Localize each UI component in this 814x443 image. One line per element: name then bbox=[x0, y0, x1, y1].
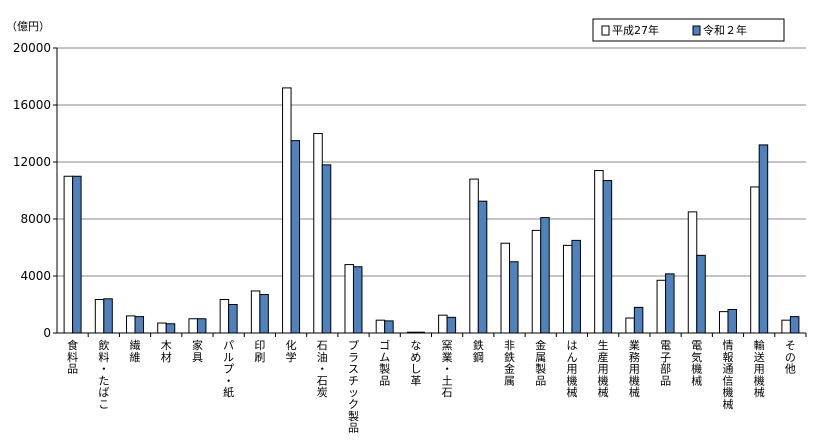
bar-h27-10 bbox=[375, 319, 386, 334]
legend: 平成27年 令和２年 bbox=[592, 18, 785, 42]
category-label: ゴム製品 bbox=[379, 338, 390, 387]
gridlines bbox=[57, 47, 806, 277]
bar-h27-22 bbox=[750, 186, 760, 334]
bar-h27-16 bbox=[562, 244, 573, 334]
bar-h27-20 bbox=[687, 211, 698, 334]
bar-h27-19 bbox=[656, 279, 667, 334]
legend-swatch bbox=[692, 25, 701, 36]
category-label: 印刷 bbox=[254, 339, 265, 364]
category-label: 鉄鋼 bbox=[473, 338, 484, 364]
category-label: 生産用機械 bbox=[598, 338, 609, 399]
bar-h27-21 bbox=[718, 311, 729, 334]
category-label: プラスチック製品 bbox=[348, 339, 359, 435]
bar-r2-3 bbox=[165, 323, 176, 334]
y-tick-label: 16000 bbox=[13, 98, 51, 112]
bar-r2-8 bbox=[321, 164, 332, 334]
bar-r2-19 bbox=[665, 273, 675, 334]
bar-r2-6 bbox=[259, 294, 269, 334]
bar-h27-6 bbox=[250, 290, 261, 334]
bar-h27-14 bbox=[500, 242, 511, 334]
bar-h27-7 bbox=[282, 87, 292, 334]
bar-r2-20 bbox=[696, 254, 706, 334]
category-label: 石油・石炭 bbox=[317, 339, 328, 399]
bar-r2-0 bbox=[72, 175, 82, 334]
bar-h27-8 bbox=[313, 133, 323, 334]
category-label: 業務用機械 bbox=[629, 339, 640, 399]
legend-label: 令和２年 bbox=[703, 23, 747, 37]
category-label: 繊維 bbox=[130, 339, 141, 364]
category-label: 電気機械 bbox=[691, 339, 702, 387]
category-label: 非鉄金属 bbox=[504, 339, 515, 387]
bar-r2-21 bbox=[727, 308, 737, 334]
bar-r2-17 bbox=[602, 180, 613, 334]
category-label: その他 bbox=[785, 339, 796, 376]
legend-label: 平成27年 bbox=[612, 23, 659, 37]
bar-r2-2 bbox=[134, 316, 145, 334]
bar-r2-23 bbox=[789, 316, 800, 334]
bar-r2-7 bbox=[290, 140, 301, 334]
category-label: 窯業・土石 bbox=[442, 338, 453, 399]
bar-r2-10 bbox=[384, 320, 394, 334]
bar-h27-23 bbox=[781, 319, 791, 334]
bar-r2-16 bbox=[571, 239, 581, 334]
bar-h27-4 bbox=[188, 318, 198, 334]
y-axis-unit-label: （億円） bbox=[6, 20, 50, 33]
y-tick-label: 20000 bbox=[13, 41, 51, 55]
bar-h27-3 bbox=[157, 322, 167, 334]
y-tick-label: 8000 bbox=[20, 212, 51, 226]
bar-r2-9 bbox=[352, 266, 363, 334]
y-tick-label: 0 bbox=[43, 326, 51, 340]
bars bbox=[63, 87, 800, 334]
bar-h27-5 bbox=[219, 299, 230, 334]
category-label: 食料品 bbox=[67, 338, 78, 376]
category-label: はん用機械 bbox=[566, 339, 577, 399]
y-tick-label: 12000 bbox=[13, 155, 51, 169]
bar-h27-9 bbox=[344, 264, 354, 334]
bar-r2-12 bbox=[446, 316, 457, 334]
bar-h27-18 bbox=[625, 317, 635, 334]
category-label: 家具 bbox=[192, 338, 203, 364]
category-label: 情報通信機械 bbox=[722, 339, 733, 411]
category-label: 電子部品 bbox=[660, 339, 671, 387]
bar-h27-2 bbox=[126, 315, 136, 334]
category-label: 金属製品 bbox=[535, 338, 546, 387]
bar-h27-1 bbox=[94, 299, 105, 334]
category-label: なめし革 bbox=[410, 339, 421, 387]
bar-r2-5 bbox=[228, 304, 238, 334]
category-label: 木材 bbox=[161, 339, 172, 364]
category-label: パルプ・紙 bbox=[223, 339, 234, 399]
y-tick-label: 4000 bbox=[20, 269, 51, 283]
bar-h27-17 bbox=[594, 170, 604, 334]
axes: 0 4000 8000 12000 16000 20000 bbox=[13, 41, 807, 340]
legend-box bbox=[592, 18, 785, 42]
bar-r2-22 bbox=[758, 144, 769, 334]
category-label: 飲料・たばこ bbox=[98, 338, 109, 411]
bar-r2-14 bbox=[509, 261, 519, 334]
bar-r2-13 bbox=[477, 200, 488, 334]
bar-h27-13 bbox=[469, 178, 479, 334]
bar-r2-4 bbox=[196, 318, 207, 334]
bar-r2-15 bbox=[540, 217, 550, 334]
bar-r2-18 bbox=[633, 306, 644, 334]
bar-h27-15 bbox=[531, 229, 542, 334]
bar-h27-12 bbox=[438, 314, 448, 334]
category-label: 輸送用機械 bbox=[754, 338, 765, 399]
bar-h27-0 bbox=[63, 175, 74, 334]
legend-swatch bbox=[601, 25, 610, 36]
category-label: 化学 bbox=[286, 338, 297, 364]
bar-r2-1 bbox=[103, 298, 113, 334]
